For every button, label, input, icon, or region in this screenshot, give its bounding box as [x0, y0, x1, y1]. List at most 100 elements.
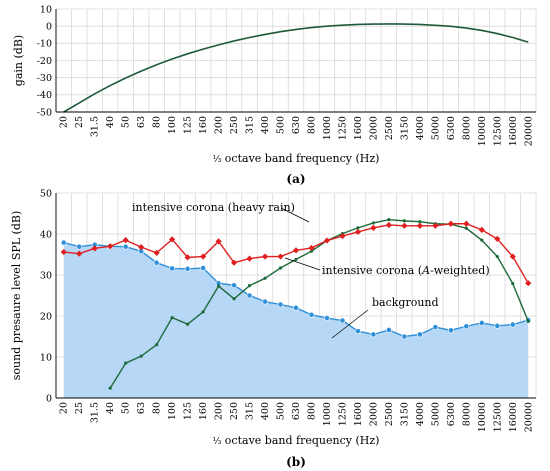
heavy-rain-point [261, 253, 269, 260]
a-weighted-point [309, 249, 314, 253]
x-tick-label: 1600 [353, 402, 364, 426]
y-tick-label: 10 [40, 4, 52, 15]
heavy-rain-point [509, 253, 516, 260]
background-point [184, 265, 191, 272]
heavy-rain-point [169, 236, 176, 243]
panel-b-x-ticks: 20 25 31.5 40 50 63 80 100 125 160 200 250 315 400 500… [59, 402, 535, 432]
panel-a-x-ticks: 20 25 31.5 40 50 63 80 100 125 160 200 250 315 400 500… [59, 116, 535, 146]
heavy-rain-point [138, 244, 145, 251]
panel-b-label: (b) [286, 455, 306, 469]
y-tick-label: 0 [46, 393, 52, 404]
heavy-rain-point [76, 250, 83, 257]
a-weighted-point [387, 218, 391, 222]
panel-a-series [63, 23, 529, 113]
background-point [308, 311, 315, 318]
x-tick-label: 2500 [384, 402, 395, 426]
panel-b-x-axis-label: ⅓ octave band frequency (Hz) [213, 434, 380, 447]
panel-b-x-axis-label-prefix: ⅓ [213, 437, 222, 447]
x-tick-label: 16000 [508, 116, 519, 146]
heavy-rain-point [416, 222, 423, 229]
x-tick-label: 2500 [384, 116, 395, 140]
annotation-background: background [372, 296, 439, 309]
heavy-rain-point [385, 221, 393, 229]
x-tick-label: 80 [152, 402, 163, 414]
annotation-a-weighted-post: -weighted) [430, 264, 490, 277]
annotation-a-weighted-italic: A [421, 264, 430, 277]
background-point [200, 265, 206, 271]
heavy-rain-point [60, 248, 67, 256]
x-tick-label: 315 [245, 402, 256, 420]
a-weighted-point [216, 284, 221, 288]
heavy-rain-point [339, 232, 346, 240]
heavy-rain-point [478, 226, 485, 233]
heavy-rain-point [199, 253, 207, 260]
x-tick-label: 50 [121, 402, 132, 414]
background-point [401, 333, 408, 340]
panel-a-x-axis-label: ⅓ octave band frequency (Hz) [213, 152, 380, 165]
heavy-rain-point [153, 249, 160, 256]
annotation-heavy-rain: intensive corona (heavy rain) [132, 201, 295, 214]
x-tick-label: 6300 [446, 116, 457, 140]
x-tick-label: 4000 [415, 116, 426, 140]
background-point [386, 327, 392, 333]
a-weighted-point [356, 226, 360, 230]
background-point [169, 265, 176, 272]
x-tick-label: 10000 [477, 116, 488, 146]
gain-curve [63, 23, 529, 113]
x-tick-label: 400 [260, 402, 271, 420]
x-tick-label: 500 [276, 116, 287, 134]
x-tick-label: 10000 [477, 402, 488, 432]
background-point [277, 301, 284, 308]
background-point [494, 322, 501, 329]
x-tick-label: 125 [183, 402, 194, 420]
x-tick-label: 20000 [523, 116, 534, 146]
heavy-rain-point [370, 224, 377, 231]
background-point [370, 331, 377, 338]
a-weighted-point [124, 361, 128, 365]
heavy-rain-point [246, 255, 253, 262]
annotation-a-weighted-pre: intensive corona ( [322, 264, 422, 277]
background-point [262, 298, 268, 305]
a-weighted-point [480, 238, 484, 242]
heavy-rain-point [215, 238, 222, 245]
x-tick-label: 40 [105, 402, 116, 414]
panel-a-grid [55, 8, 537, 113]
x-tick-label: 200 [214, 116, 225, 134]
background-point [355, 328, 361, 335]
panel-b-annotations: intensive corona (heavy rain) intensive … [132, 201, 490, 339]
annotation-leader-heavy-rain [280, 207, 310, 223]
heavy-rain-point [447, 220, 454, 227]
x-tick-label: 63 [136, 116, 147, 128]
x-tick-label: 200 [214, 402, 225, 420]
a-weighted-point [108, 386, 112, 390]
panel-a-y-ticks: -50 -40 -30 -20 -10 0 10 [37, 4, 52, 118]
panel-a-x-axis-label-text: octave band frequency (Hz) [221, 152, 379, 165]
a-weighted-point [278, 266, 283, 270]
a-weighted-point [418, 220, 422, 224]
background-point [231, 282, 237, 289]
a-weighted-point [371, 221, 376, 225]
heavy-rain-point [354, 228, 362, 236]
x-tick-label: 1250 [337, 116, 348, 140]
panel-a-gain-chart: -50 -40 -30 -20 -10 0 10 20 25 31.5 40 50 63 80 100 12… [12, 4, 537, 186]
heavy-rain-point [91, 245, 98, 252]
x-tick-label: 100 [167, 402, 178, 420]
background-point [432, 324, 439, 330]
background-point [122, 243, 129, 250]
x-tick-label: 800 [306, 116, 317, 134]
x-tick-label: 1250 [337, 402, 348, 426]
panel-a-label: (a) [286, 172, 305, 186]
y-tick-label: 10 [40, 352, 52, 363]
panel-b-y-axis-label: sound presaure level SPL (dB) [10, 211, 23, 381]
a-weighted-point [247, 284, 252, 288]
heavy-rain-point [308, 244, 315, 252]
annotation-leader-background [331, 309, 369, 339]
heavy-rain-point [277, 253, 284, 260]
x-tick-label: 12500 [492, 116, 503, 146]
heavy-rain-point [292, 247, 300, 254]
x-tick-label: 630 [291, 402, 302, 420]
x-tick-label: 5000 [430, 116, 441, 140]
x-tick-label: 3150 [399, 116, 410, 140]
annotation-leader-a-weighted [284, 257, 321, 271]
